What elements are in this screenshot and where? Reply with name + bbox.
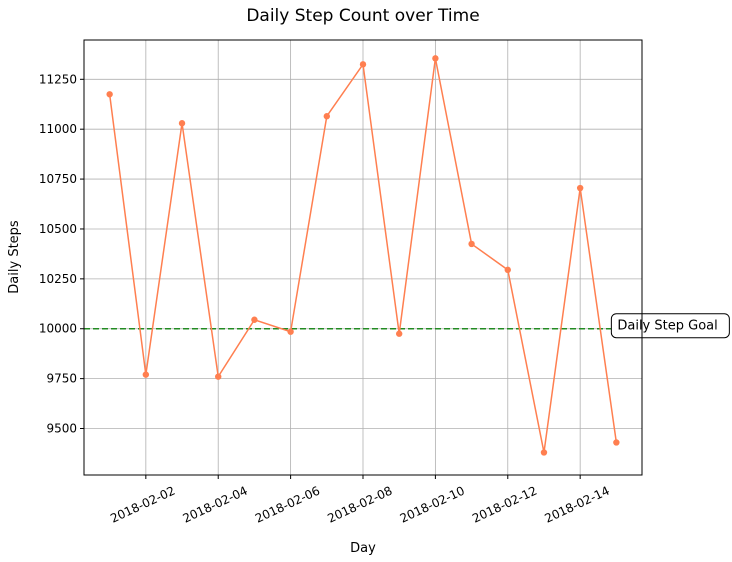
data-point (251, 316, 258, 323)
x-tick-label: 2018-02-10 (398, 484, 467, 526)
y-tick-label: 11250 (39, 72, 77, 86)
x-axis-label: Day (350, 541, 376, 556)
chart-title: Daily Step Count over Time (246, 6, 479, 26)
y-tick-label: 10250 (39, 272, 77, 286)
goal-layer: Daily Step Goal (84, 313, 730, 339)
data-point (395, 330, 403, 337)
y-tick-label: 10000 (39, 322, 77, 336)
y-tick-label: 10750 (39, 172, 77, 186)
x-tick-label: 2018-02-14 (543, 484, 612, 526)
data-point (106, 91, 113, 98)
y-tick-label: 9750 (46, 372, 77, 386)
data-point (142, 371, 150, 378)
y-axis-label: Daily Steps (7, 220, 22, 294)
goal-annotation-label: Daily Step Goal (617, 319, 717, 334)
data-point (287, 328, 294, 335)
data-point (432, 55, 439, 62)
data-point (178, 120, 186, 127)
x-tick-label: 2018-02-02 (108, 484, 177, 526)
y-tick-label: 9500 (46, 422, 77, 436)
y-axis-ticks: 9500 9750 10000 10250 10500 10750 11000 11250 (39, 72, 84, 436)
data-point (323, 113, 331, 120)
data-point (359, 61, 367, 68)
data-point (468, 240, 475, 248)
x-tick-label: 2018-02-12 (470, 484, 539, 526)
y-tick-label: 10500 (39, 222, 77, 236)
data-point (504, 266, 511, 274)
x-tick-label: 2018-02-04 (181, 484, 250, 526)
data-point (613, 439, 620, 446)
x-axis-ticks: 2018-02-02 2018-02-04 2018-02-06 2018-02-08… (108, 475, 612, 526)
x-tick-label: 2018-02-06 (253, 484, 322, 526)
data-point (215, 373, 222, 380)
grid-lines (84, 40, 642, 475)
goal-annotation-box (610, 313, 730, 339)
x-tick-label: 2018-02-08 (325, 484, 394, 526)
series-layer (106, 55, 620, 456)
data-point (576, 184, 584, 192)
data-point (540, 449, 548, 456)
y-tick-label: 11000 (39, 122, 77, 136)
